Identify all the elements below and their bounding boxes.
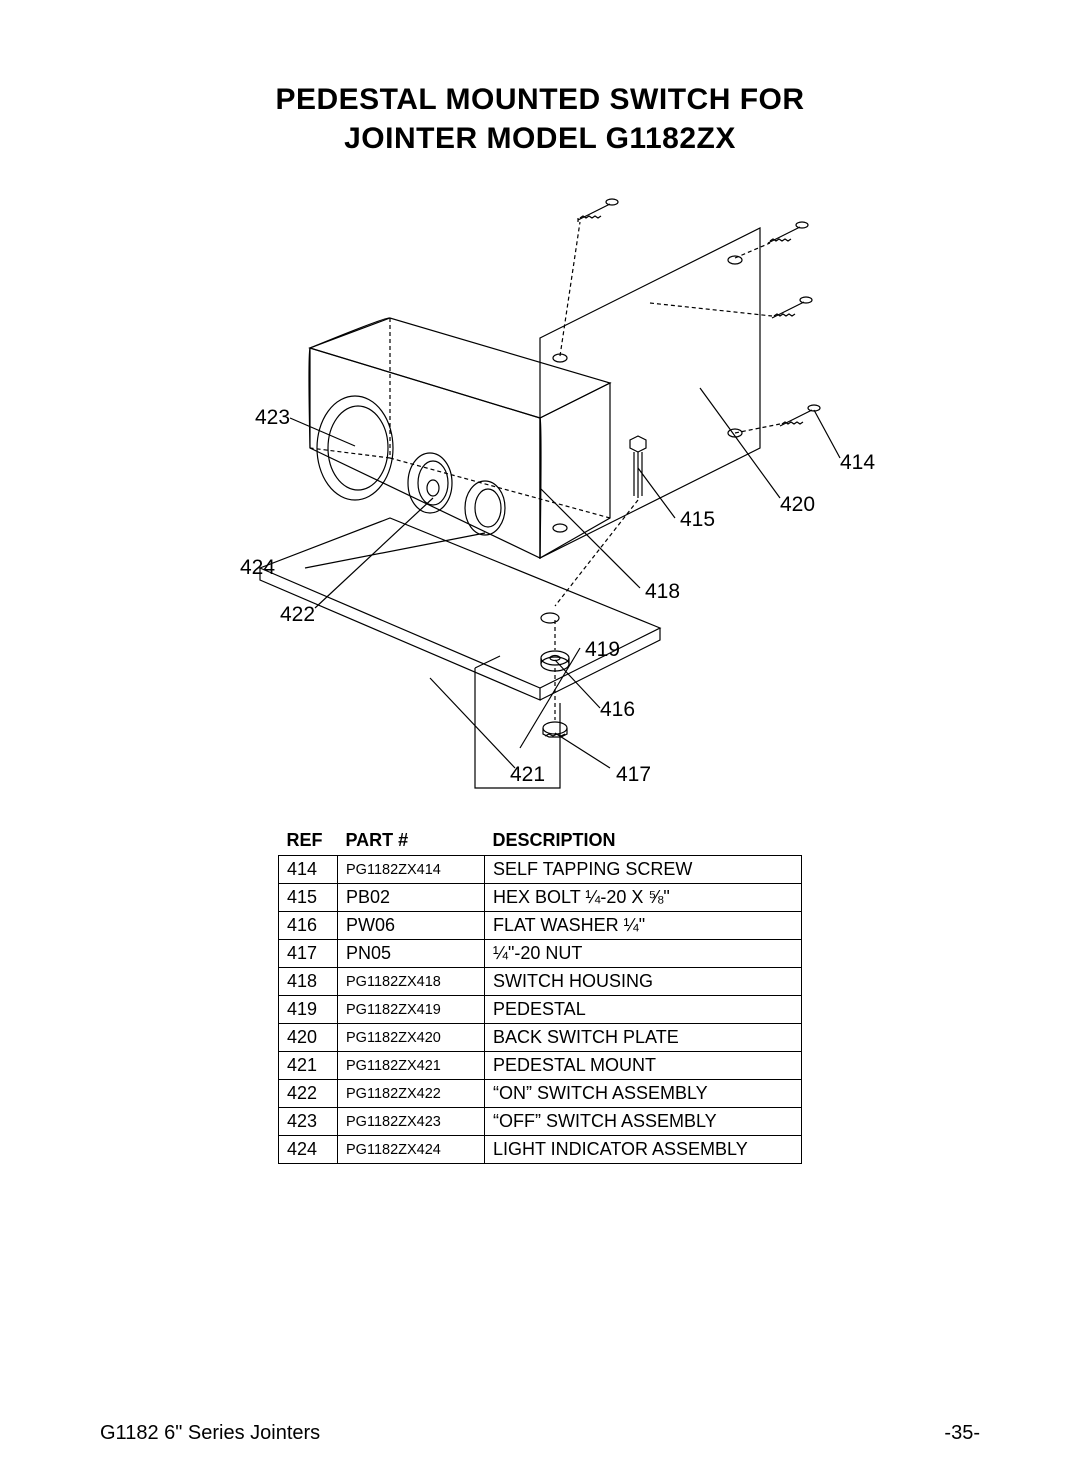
cell-part: PG1182ZX418 — [338, 968, 485, 996]
cell-desc: SELF TAPPING SCREW — [485, 856, 802, 884]
cell-ref: 423 — [279, 1108, 338, 1136]
cell-ref: 418 — [279, 968, 338, 996]
header-desc: DESCRIPTION — [485, 828, 802, 856]
cell-ref: 414 — [279, 856, 338, 884]
footer-right: -35- — [944, 1422, 980, 1445]
table-row: 418PG1182ZX418SWITCH HOUSING — [279, 968, 802, 996]
header-ref: REF — [279, 828, 338, 856]
cell-desc: SWITCH HOUSING — [485, 968, 802, 996]
cell-ref: 417 — [279, 940, 338, 968]
callout-414: 414 — [840, 451, 875, 475]
cell-part: PW06 — [338, 912, 485, 940]
callout-420: 420 — [780, 493, 815, 517]
cell-ref: 420 — [279, 1024, 338, 1052]
table-row: 419PG1182ZX419PEDESTAL — [279, 996, 802, 1024]
table-row: 414PG1182ZX414SELF TAPPING SCREW — [279, 856, 802, 884]
cell-part: PG1182ZX423 — [338, 1108, 485, 1136]
cell-desc: “ON” SWITCH ASSEMBLY — [485, 1080, 802, 1108]
title-line-2: JOINTER MODEL G1182ZX — [0, 119, 1080, 158]
table-row: 423PG1182ZX423“OFF” SWITCH ASSEMBLY — [279, 1108, 802, 1136]
cell-part: PG1182ZX414 — [338, 856, 485, 884]
cell-desc: PEDESTAL — [485, 996, 802, 1024]
parts-table: REF PART # DESCRIPTION 414PG1182ZX414SEL… — [278, 828, 802, 1164]
table-row: 420PG1182ZX420BACK SWITCH PLATE — [279, 1024, 802, 1052]
exploded-diagram: 423 424 422 418 415 419 416 417 421 420 … — [140, 188, 940, 808]
table-row: 415PB02HEX BOLT ¼-20 X ⅝" — [279, 884, 802, 912]
callout-422: 422 — [280, 603, 315, 627]
cell-desc: LIGHT INDICATOR ASSEMBLY — [485, 1136, 802, 1164]
cell-part: PG1182ZX422 — [338, 1080, 485, 1108]
cell-ref: 419 — [279, 996, 338, 1024]
cell-ref: 416 — [279, 912, 338, 940]
cell-part: PB02 — [338, 884, 485, 912]
cell-desc: FLAT WASHER ¼" — [485, 912, 802, 940]
callout-417: 417 — [616, 763, 651, 787]
callout-423: 423 — [255, 406, 290, 430]
callout-416: 416 — [600, 698, 635, 722]
cell-ref: 422 — [279, 1080, 338, 1108]
table-row: 422PG1182ZX422“ON” SWITCH ASSEMBLY — [279, 1080, 802, 1108]
table-row: 424PG1182ZX424LIGHT INDICATOR ASSEMBLY — [279, 1136, 802, 1164]
callout-419: 419 — [585, 638, 620, 662]
table-row: 421PG1182ZX421PEDESTAL MOUNT — [279, 1052, 802, 1080]
cell-ref: 424 — [279, 1136, 338, 1164]
callout-418: 418 — [645, 580, 680, 604]
cell-desc: HEX BOLT ¼-20 X ⅝" — [485, 884, 802, 912]
table-row: 417PN05¼"-20 NUT — [279, 940, 802, 968]
cell-part: PG1182ZX420 — [338, 1024, 485, 1052]
cell-desc: ¼"-20 NUT — [485, 940, 802, 968]
cell-part: PG1182ZX421 — [338, 1052, 485, 1080]
table-row: 416PW06FLAT WASHER ¼" — [279, 912, 802, 940]
callout-424: 424 — [240, 556, 275, 580]
page-title: PEDESTAL MOUNTED SWITCH FOR JOINTER MODE… — [0, 80, 1080, 158]
cell-desc: BACK SWITCH PLATE — [485, 1024, 802, 1052]
cell-part: PN05 — [338, 940, 485, 968]
cell-desc: PEDESTAL MOUNT — [485, 1052, 802, 1080]
header-part: PART # — [338, 828, 485, 856]
callout-421: 421 — [510, 763, 545, 787]
cell-part: PG1182ZX424 — [338, 1136, 485, 1164]
diagram-svg — [140, 188, 940, 808]
footer-left: G1182 6" Series Jointers — [100, 1422, 320, 1445]
callout-415: 415 — [680, 508, 715, 532]
cell-part: PG1182ZX419 — [338, 996, 485, 1024]
title-line-1: PEDESTAL MOUNTED SWITCH FOR — [0, 80, 1080, 119]
cell-desc: “OFF” SWITCH ASSEMBLY — [485, 1108, 802, 1136]
cell-ref: 415 — [279, 884, 338, 912]
table-header-row: REF PART # DESCRIPTION — [279, 828, 802, 856]
cell-ref: 421 — [279, 1052, 338, 1080]
